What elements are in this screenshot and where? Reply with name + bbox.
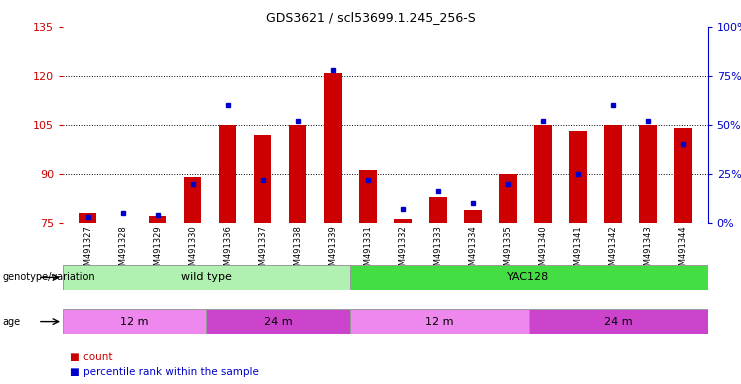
Bar: [79, 213, 96, 223]
Bar: [184, 177, 202, 223]
Text: YAC128: YAC128: [508, 272, 550, 283]
Text: age: age: [2, 316, 20, 327]
Bar: [528, 309, 708, 334]
Text: 24 m: 24 m: [604, 316, 632, 327]
Bar: [324, 73, 342, 223]
Bar: [219, 125, 236, 223]
Text: ■ count: ■ count: [70, 352, 113, 362]
Bar: [639, 125, 657, 223]
Bar: [254, 135, 271, 223]
Text: ■ percentile rank within the sample: ■ percentile rank within the sample: [70, 367, 259, 377]
Bar: [149, 216, 166, 223]
Bar: [63, 265, 350, 290]
Bar: [605, 125, 622, 223]
Bar: [394, 220, 411, 223]
Bar: [499, 174, 516, 223]
Bar: [359, 170, 376, 223]
Text: 12 m: 12 m: [425, 316, 453, 327]
Text: 24 m: 24 m: [264, 316, 292, 327]
Bar: [206, 309, 350, 334]
Bar: [569, 131, 587, 223]
Bar: [429, 197, 447, 223]
Bar: [289, 125, 307, 223]
Bar: [464, 210, 482, 223]
Text: 12 m: 12 m: [120, 316, 149, 327]
Bar: [350, 265, 708, 290]
Text: wild type: wild type: [181, 272, 232, 283]
Text: GDS3621 / scl53699.1.245_256-S: GDS3621 / scl53699.1.245_256-S: [265, 12, 476, 25]
Bar: [674, 128, 692, 223]
Bar: [534, 125, 552, 223]
Text: genotype/variation: genotype/variation: [2, 272, 95, 283]
Bar: [63, 309, 206, 334]
Bar: [350, 309, 528, 334]
